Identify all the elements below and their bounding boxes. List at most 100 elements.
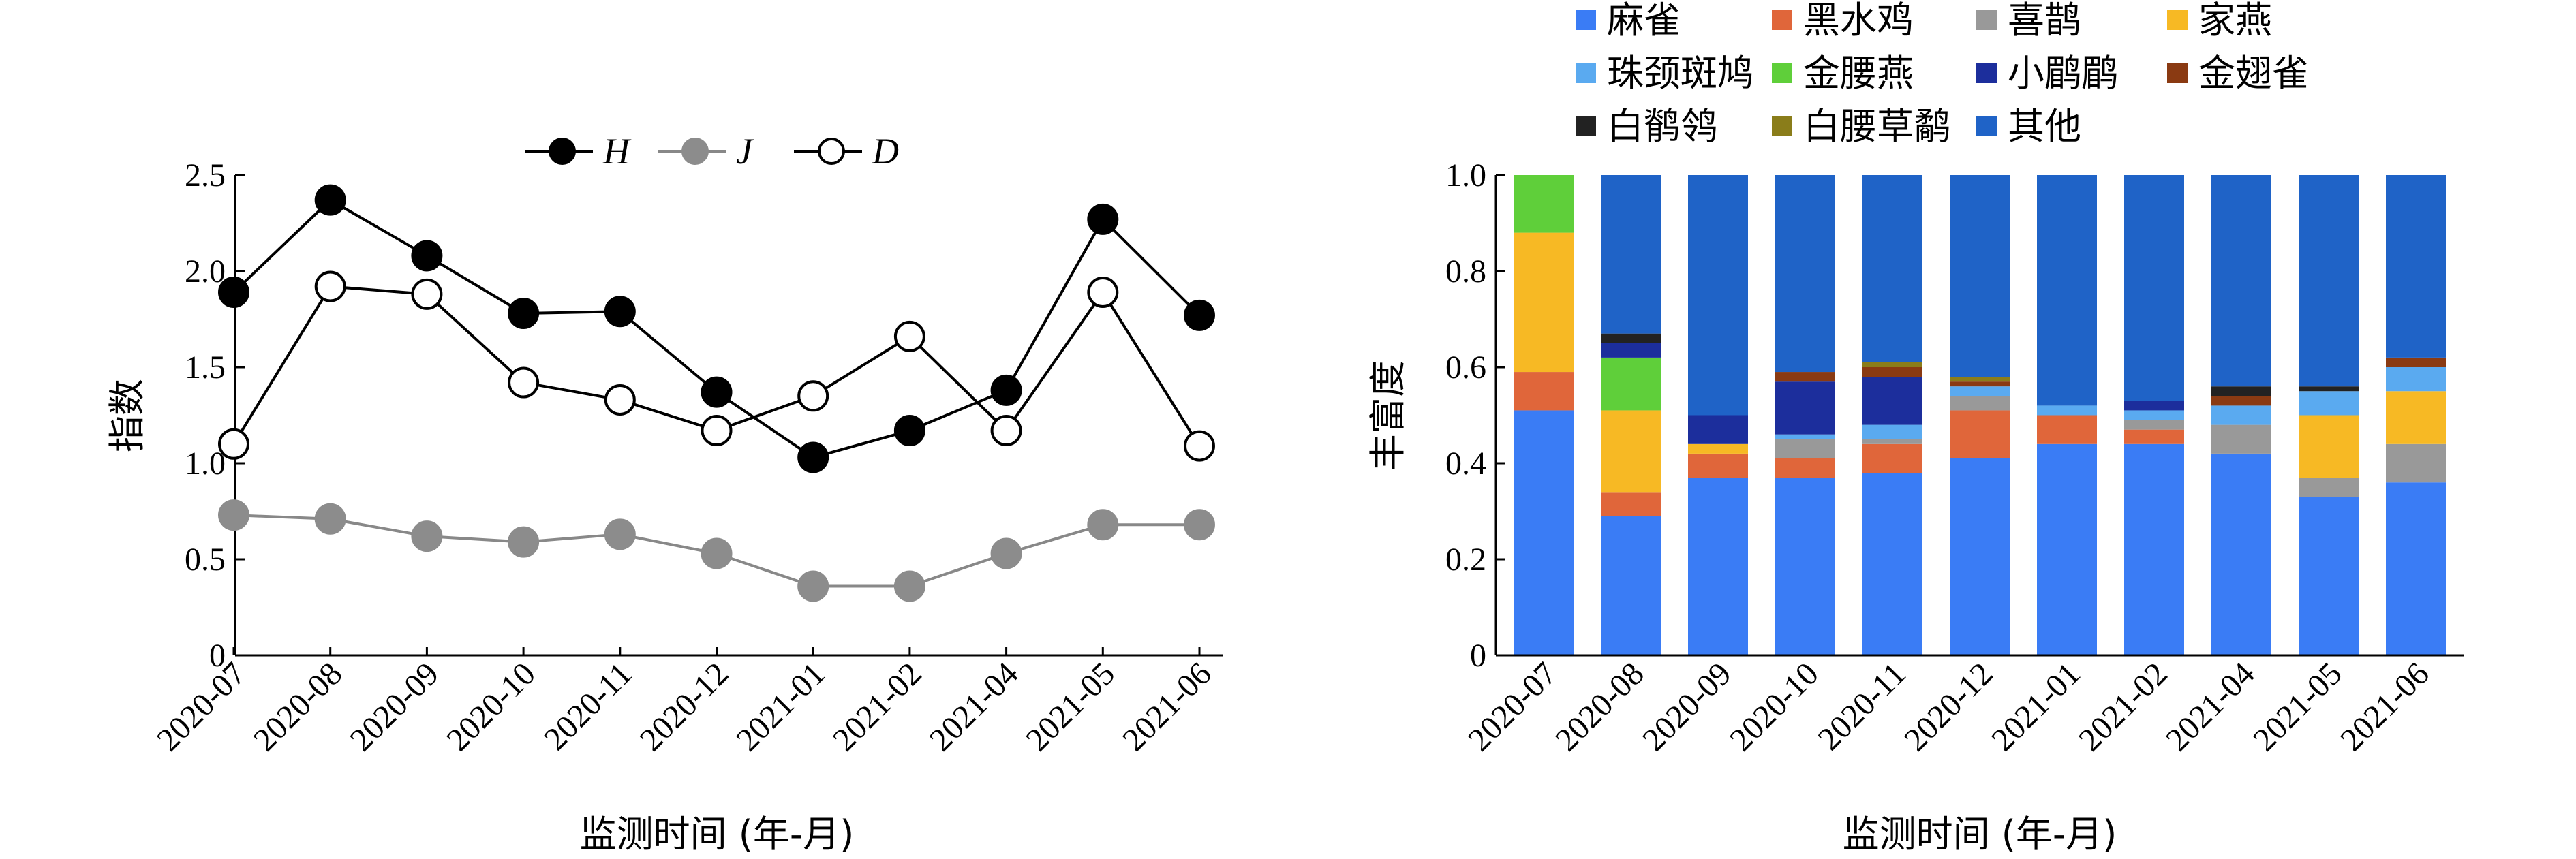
bar-segment (1601, 333, 1661, 343)
legend-label: 黑水鸡 (1803, 0, 1914, 42)
bar-segment (1601, 410, 1661, 493)
bar-segment (1775, 381, 1835, 435)
x-tick-label: 2021-05 (1019, 655, 1122, 758)
bar-segment (1601, 492, 1661, 516)
data-point-H (411, 240, 443, 272)
data-point-D (604, 384, 636, 416)
bar-segment (2386, 391, 2446, 444)
bar-segment (1514, 232, 1574, 373)
bar-segment (1514, 410, 1574, 655)
bar-segment (2386, 175, 2446, 358)
legend-swatch (1772, 63, 1792, 83)
bar-segment (2299, 478, 2359, 497)
data-point-J (893, 570, 925, 602)
data-point-H (701, 376, 733, 408)
bar-segment (1775, 458, 1835, 478)
y-tick-label: 0 (209, 638, 226, 674)
y-axis-title: 指数 (106, 379, 149, 452)
bar-segment (2386, 482, 2446, 655)
bar-segment (1688, 478, 1748, 655)
y-tick-label: 0.4 (1445, 446, 1486, 482)
legend-label: 家燕 (2198, 0, 2272, 42)
y-tick-label: 0.8 (1445, 253, 1486, 290)
y-tick-label: 0.2 (1445, 542, 1486, 578)
y-tick-label: 1.0 (185, 446, 226, 482)
legend-swatch (2167, 10, 2188, 30)
bar-segment (1514, 372, 1574, 411)
bar-segment (2386, 357, 2446, 367)
legend-swatch (1576, 116, 1596, 136)
bar-segment (1950, 386, 2010, 396)
y-tick-label: 0 (1470, 638, 1486, 674)
x-axis-title: 监测时间 (年-月) (1843, 813, 2117, 856)
bar-segment (2211, 386, 2271, 396)
data-point-J (604, 518, 636, 550)
y-tick-label: 2.5 (185, 157, 226, 193)
x-tick-label: 2021-01 (729, 655, 832, 758)
bar-segment (2386, 367, 2446, 392)
bar-segment (1775, 175, 1835, 373)
x-tick-label: 2021-01 (1984, 655, 2087, 758)
y-tick-label: 0.6 (1445, 349, 1486, 386)
legend-label: 麻雀 (1607, 0, 1681, 42)
data-point-D (314, 270, 346, 302)
data-point-J (1087, 509, 1119, 541)
bar-segment (2211, 175, 2271, 387)
data-point-H (1087, 203, 1119, 235)
legend-label: 金翅雀 (2198, 52, 2309, 95)
bar-segment (1688, 175, 1748, 416)
x-tick-label: 2020-08 (247, 655, 350, 758)
data-point-J (701, 537, 733, 569)
x-tick-label: 2021-05 (2246, 655, 2349, 758)
bar-segment (2299, 497, 2359, 655)
bar-segment (2124, 429, 2184, 444)
legend-swatch (1976, 63, 1997, 83)
legend-label: H (602, 131, 632, 172)
bar-segment (1950, 377, 2010, 382)
legend-label: 喜鹊 (2008, 0, 2081, 42)
bar-segment (1775, 478, 1835, 655)
bar-segment (1601, 343, 1661, 358)
x-tick-label: 2021-06 (1116, 655, 1218, 758)
bar-segment (2124, 175, 2184, 401)
x-tick-label: 2020-11 (1811, 655, 1912, 757)
legend-marker (681, 138, 709, 165)
data-point-D (990, 415, 1022, 447)
legend-label: 白鹡鸰 (1607, 105, 1717, 148)
data-point-J (218, 499, 249, 531)
bar-segment (1950, 175, 2010, 377)
bar-segment (1862, 443, 1922, 473)
y-tick-label: 1.5 (185, 349, 226, 386)
bar-segment (1862, 362, 1922, 367)
legend-label: 其他 (2008, 105, 2081, 148)
bar-segment (1775, 434, 1835, 439)
line-chart: 00.51.01.52.02.52020-072020-082020-09202… (106, 131, 1223, 856)
data-point-J (1184, 509, 1215, 541)
bar-segment (2037, 415, 2097, 444)
data-point-H (990, 374, 1022, 406)
bar-segment (2299, 386, 2359, 392)
y-tick-label: 1.0 (1445, 157, 1486, 193)
x-tick-label: 2020-12 (1897, 655, 2000, 758)
bar-segment (1862, 367, 1922, 377)
bar-segment (2299, 415, 2359, 478)
data-point-H (797, 441, 829, 473)
bar-segment (1601, 357, 1661, 411)
x-tick-label: 2020-07 (150, 655, 253, 758)
stacked-bar-chart: 00.20.40.60.81.02020-072020-082020-09202… (1366, 0, 2464, 856)
bar-segment (1862, 424, 1922, 439)
data-point-J (797, 570, 829, 602)
data-point-D (1087, 277, 1119, 309)
bar-segment (1862, 377, 1922, 425)
data-point-D (411, 278, 443, 310)
bar-segment (1688, 415, 1748, 444)
bar-segment (2386, 443, 2446, 483)
bar-segment (1775, 439, 1835, 458)
bar-segment (1601, 516, 1661, 655)
bar-segment (1950, 381, 2010, 387)
y-axis-title: 丰富度 (1366, 360, 1409, 471)
bar-segment (1688, 453, 1748, 478)
data-point-H (604, 296, 636, 328)
data-point-H (893, 415, 925, 447)
data-point-H (218, 277, 249, 309)
